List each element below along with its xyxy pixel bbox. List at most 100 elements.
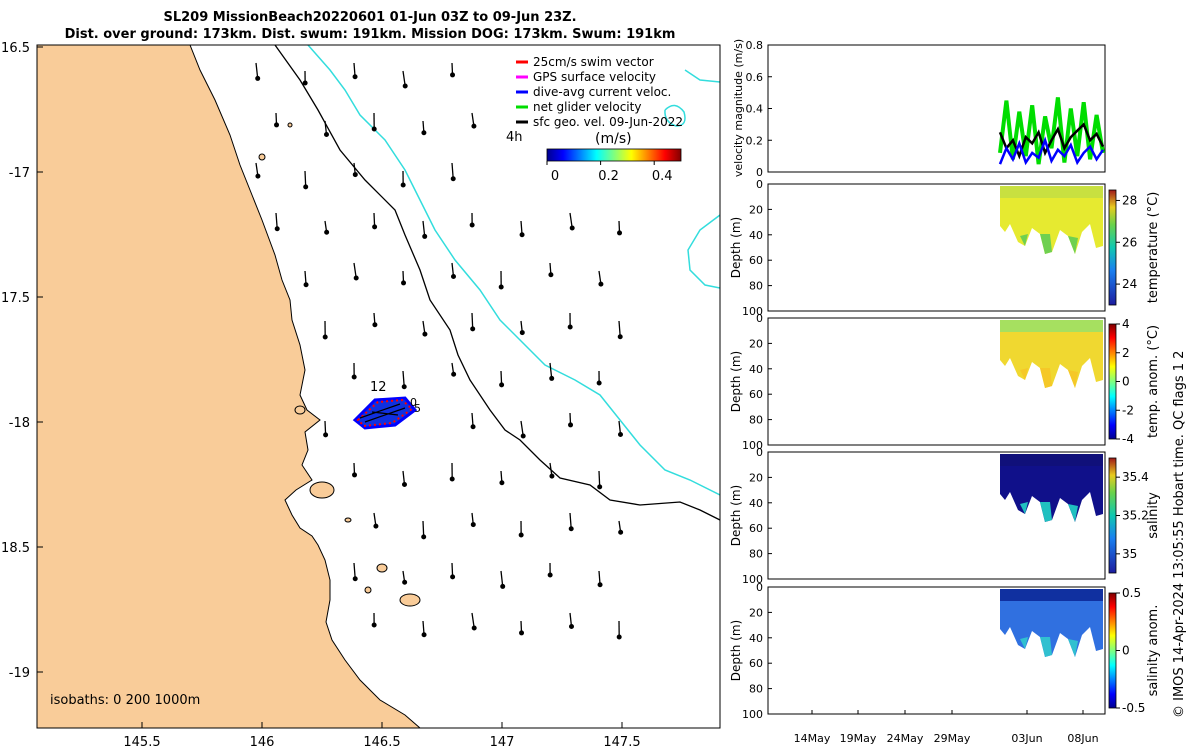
track-label-12: 12	[370, 380, 387, 395]
sfc-velocity-arrowhead	[421, 534, 427, 540]
velocity-series	[998, 97, 1105, 166]
sfc-velocity-arrowhead	[373, 523, 379, 529]
series-line-2	[998, 136, 1105, 166]
sfc-velocity-arrowhead	[450, 574, 456, 580]
legend-label: net glider velocity	[533, 100, 641, 114]
sfc-velocity-arrowhead	[450, 176, 456, 182]
sfc-velocity-arrowhead	[520, 433, 526, 439]
sfc-velocity-arrowhead	[371, 126, 377, 132]
isobath-1000m-loop	[664, 104, 686, 127]
profile-deep-values	[1020, 234, 1078, 254]
time-tick-label: 19May	[840, 732, 877, 745]
sfc-velocity-arrowhead	[401, 384, 407, 390]
isobath-200m	[274, 45, 720, 521]
sfc-velocity-arrowhead	[449, 476, 455, 482]
sfc-velocity-arrow	[255, 62, 259, 79]
sfc-velocity-arrowhead	[402, 579, 408, 585]
depth-ytick-label: 20	[749, 337, 763, 350]
sfc-velocity-arrowhead	[568, 422, 574, 428]
sfc-velocity-arrowhead	[598, 281, 604, 287]
colorbar-tick-label: 26	[1122, 235, 1137, 249]
sfc-velocity-arrowhead	[569, 225, 575, 231]
sfc-velocity-arrowhead	[323, 131, 329, 137]
colorbar-tick-label: 0	[1122, 375, 1130, 389]
sfc-velocity-arrowhead	[302, 80, 308, 86]
vel-ytick-label: 0.2	[746, 134, 764, 147]
isobath-1000m-east	[687, 214, 720, 289]
sfc-velocity-arrowhead	[499, 480, 505, 486]
sfc-velocity-arrow	[549, 362, 553, 379]
time-tick-label: 24May	[887, 732, 924, 745]
legend-label: GPS surface velocity	[533, 70, 656, 84]
sfc-velocity-arrowhead	[450, 72, 456, 78]
sfc-velocity-arrowhead	[303, 282, 309, 288]
sfc-velocity-arrowhead	[352, 74, 358, 80]
sfc-velocity-arrowhead	[519, 630, 525, 636]
sfc-velocity-arrowhead	[422, 331, 428, 337]
velocity-panel-frame	[767, 44, 1106, 173]
colorbar-tick-label: 0.4	[652, 169, 673, 184]
depth-ytick-label: 60	[749, 388, 763, 401]
lon-tick-label: 146	[250, 735, 275, 750]
depth-ytick-label: 100	[742, 708, 763, 721]
sfc-velocity-arrowhead	[597, 582, 603, 588]
chart-title-line1: SL209 MissionBeach20220601 01-Jun 03Z to…	[163, 10, 577, 25]
time-x-axis: 14May 19May 24May 29May 03Jun 08Jun	[794, 710, 1099, 745]
sfc-velocity-arrowhead	[402, 83, 408, 89]
depth-ylabel: Depth (m)	[729, 351, 743, 412]
sfc-velocity-arrow	[451, 162, 454, 179]
colorbar-label: salinity anom.	[1146, 605, 1161, 697]
depth-panel-3: 0 20 40 60 80 100 Depth (m) 35.4 35.2 35 salinity	[729, 446, 1161, 586]
colorbar-tick-label: 2	[1122, 346, 1130, 360]
track-label-0: 0	[410, 396, 417, 409]
sfc-velocity-arrowhead	[568, 623, 574, 629]
sfc-velocity-arrowhead	[498, 284, 504, 290]
sfc-velocity-arrowhead	[255, 75, 261, 81]
sfc-velocity-arrowhead	[568, 526, 574, 532]
sfc-velocity-arrowhead	[421, 632, 427, 638]
depth-ytick-label: 60	[749, 254, 763, 267]
sfc-velocity-arrowhead	[618, 529, 624, 535]
depth-ytick-label: 20	[749, 606, 763, 619]
colorbar-tick-label: -0.5	[1122, 701, 1145, 715]
sfc-velocity-arrow	[598, 470, 601, 487]
sfc-velocity-arrowhead	[353, 275, 359, 281]
sfc-velocity-arrow	[569, 212, 573, 229]
depth-ytick-label: 0	[756, 446, 763, 459]
sfc-velocity-arrowhead	[351, 374, 357, 380]
chart-title-line2: Dist. over ground: 173km. Dist. swum: 19…	[64, 27, 676, 42]
depth-colorbar	[1108, 592, 1117, 709]
depth-ytick-label: 80	[749, 548, 763, 561]
lat-tick-label: 16.5	[1, 41, 30, 56]
sfc-velocity-arrowhead	[470, 522, 476, 528]
sfc-velocity-arrowhead	[519, 330, 525, 336]
depth-ytick-label: 20	[749, 203, 763, 216]
time-tick-label: 29May	[934, 732, 971, 745]
map-latitude-axis: 16.5 -17 17.5 -18 18.5 -19	[1, 41, 43, 681]
profile-surface-layer	[1000, 454, 1103, 466]
sfc-velocity-arrowhead	[255, 173, 261, 179]
colorbar-tick-label: 4	[1122, 317, 1130, 331]
sfc-velocity-arrowhead	[547, 572, 553, 578]
sfc-velocity-arrow	[569, 512, 572, 529]
sfc-velocity-arrowhead	[450, 273, 456, 279]
colorbar-label: temp. anom. (°C)	[1146, 325, 1161, 438]
vel-ytick-label: 0.6	[746, 71, 764, 84]
map-longitude-axis: 145.5 146 146.5 147 147.5	[123, 722, 641, 750]
depth-ytick-label: 100	[742, 305, 763, 318]
legend-label: 25cm/s swim vector	[533, 55, 654, 69]
sfc-velocity-arrowhead	[617, 334, 623, 340]
sfc-velocity-arrowhead	[371, 622, 377, 628]
sfc-velocity-arrow	[402, 70, 406, 87]
colorbar-tick-label: 0	[1122, 644, 1130, 658]
colorbar-label: temperature (°C)	[1146, 192, 1161, 304]
sfc-velocity-arrowhead	[469, 222, 475, 228]
sfc-velocity-arrow	[402, 370, 405, 387]
time-label: 4h	[506, 130, 523, 145]
sfc-velocity-arrowhead	[549, 473, 555, 479]
credit-text: © IMOS 14-Apr-2024 13:05:55 Hobart time.…	[1172, 350, 1187, 718]
sfc-velocity-arrow	[353, 562, 356, 579]
